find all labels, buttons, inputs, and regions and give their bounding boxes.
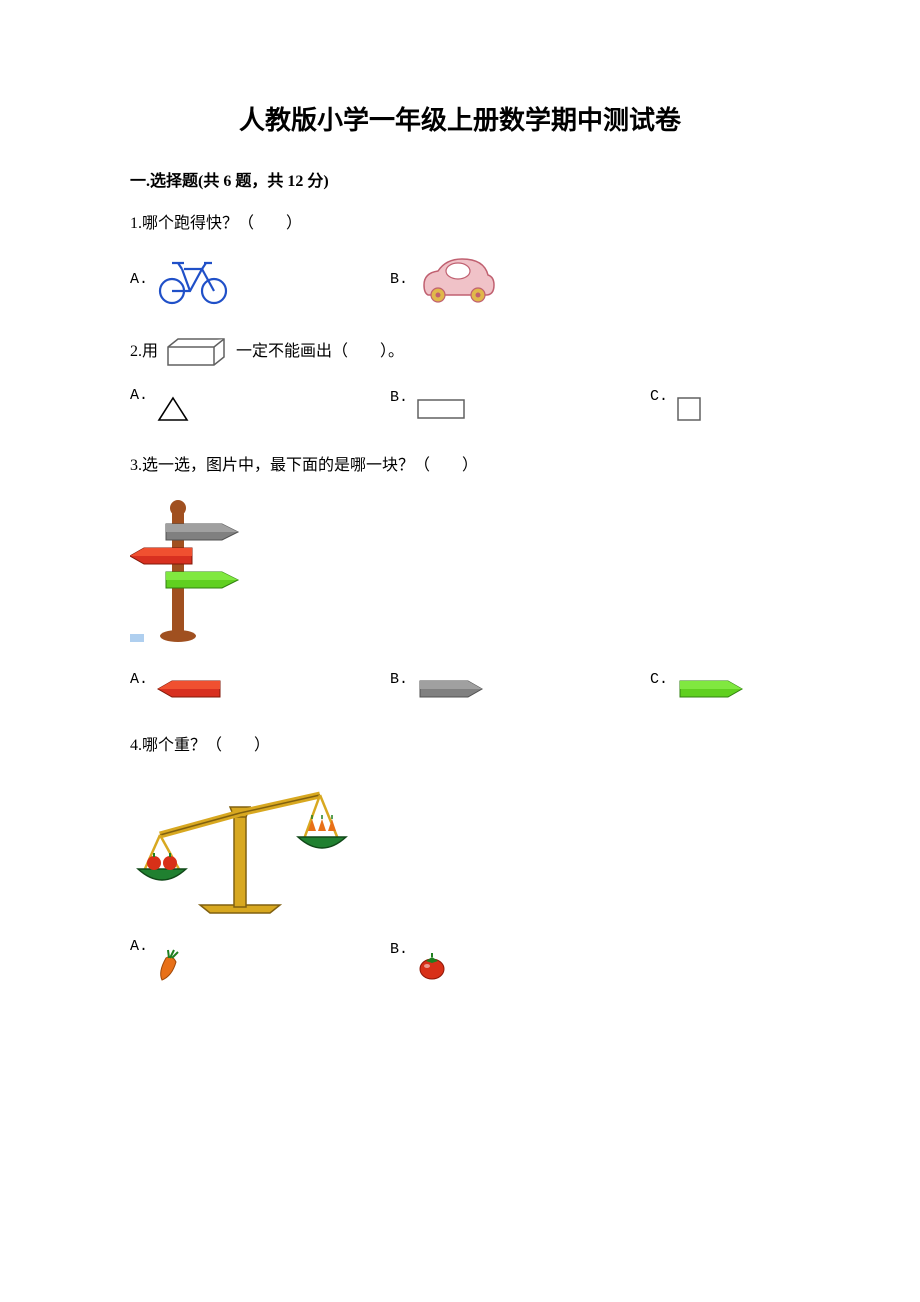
q2-option-b: B. <box>390 389 610 421</box>
question-1-text: 1.哪个跑得快？（ ） <box>130 211 790 237</box>
q2-option-c: C. <box>650 388 702 422</box>
q2-text-after: 一定不能画出（ ）。 <box>236 339 404 365</box>
tomato-icon <box>416 951 448 981</box>
triangle-icon <box>156 395 190 423</box>
exam-page: 人教版小学一年级上册数学期中测试卷 一.选择题(共 6 题，共 12 分) 1.… <box>0 0 920 1302</box>
q2-c-label: C. <box>650 388 668 405</box>
car-icon <box>416 255 498 305</box>
q4-b-label: B. <box>390 941 408 958</box>
bicycle-icon <box>156 255 230 305</box>
question-3-text: 3.选一选，图片中，最下面的是哪一块？（ ） <box>130 453 790 479</box>
q4-option-b: B. <box>390 941 448 981</box>
page-title: 人教版小学一年级上册数学期中测试卷 <box>130 100 790 137</box>
q3-option-b: B. <box>390 671 610 703</box>
q2-text-before: 2.用 <box>130 339 158 365</box>
q2-option-a: A. <box>130 387 350 423</box>
signpost-image <box>130 496 790 651</box>
q3-a-label: A. <box>130 671 148 688</box>
gray-arrow-icon <box>416 677 484 703</box>
question-4-options: A. B. <box>130 938 790 984</box>
question-2-options: A. B. C. <box>130 387 790 423</box>
q3-option-c: C. <box>650 671 744 703</box>
red-arrow-icon <box>156 677 224 703</box>
q4-option-a: A. <box>130 938 350 984</box>
q3-option-a: A. <box>130 671 350 703</box>
carrot-icon <box>156 948 184 984</box>
q1-option-a: A. <box>130 255 350 305</box>
green-arrow-icon <box>676 677 744 703</box>
cuboid-icon <box>164 335 230 369</box>
q1-option-b: B. <box>390 255 498 305</box>
q2-a-label: A. <box>130 387 148 404</box>
q1-b-label: B. <box>390 271 408 288</box>
square-icon <box>676 396 702 422</box>
rectangle-icon <box>416 397 466 421</box>
q4-a-label: A. <box>130 938 148 955</box>
question-4-text: 4.哪个重？（ ） <box>130 733 790 759</box>
q3-c-label: C. <box>650 671 668 688</box>
question-3-options: A. B. C. <box>130 671 790 703</box>
balance-scale-image <box>130 777 790 922</box>
question-1-options: A. B. <box>130 255 790 305</box>
q2-b-label: B. <box>390 389 408 406</box>
q3-b-label: B. <box>390 671 408 688</box>
q1-a-label: A. <box>130 271 148 288</box>
question-2-text: 2.用 一定不能画出（ ）。 <box>130 335 790 369</box>
section-1-header: 一.选择题(共 6 题，共 12 分) <box>130 167 790 191</box>
